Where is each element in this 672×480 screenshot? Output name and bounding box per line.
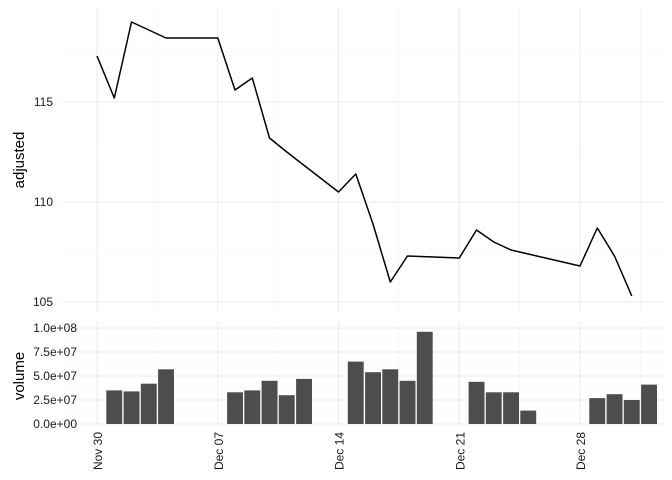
volume-panel: 0.0e+00 2.5e+07 5.0e+07 7.5e+07 1.0e+08 Nov … <box>11 321 664 470</box>
price-grid <box>62 8 664 312</box>
volume-x-tick-label: Dec 14 <box>333 432 347 470</box>
volume-x-tick-label: Dec 07 <box>212 432 226 470</box>
volume-bar <box>123 391 140 424</box>
price-y-tick-label: 105 <box>33 295 53 309</box>
price-y-tick-labels: 105 110 115 <box>33 95 53 309</box>
volume-y-axis-title: volume <box>11 352 28 400</box>
volume-bar <box>296 378 312 424</box>
volume-y-tick-label: 2.5e+07 <box>33 393 77 407</box>
volume-bar <box>485 392 502 424</box>
volume-x-tick-label: Nov 30 <box>91 432 105 470</box>
volume-bar <box>261 380 278 424</box>
volume-bar <box>468 381 485 424</box>
price-y-axis-title: adjusted <box>11 132 28 189</box>
volume-bars <box>106 331 657 424</box>
volume-bar <box>106 390 123 424</box>
volume-bar <box>244 390 261 424</box>
volume-y-tick-label: 0.0e+00 <box>33 417 77 431</box>
volume-y-tick-label: 5.0e+07 <box>33 369 77 383</box>
price-y-tick-label: 115 <box>34 95 53 109</box>
volume-bar <box>641 384 657 424</box>
volume-bar <box>416 331 433 424</box>
volume-bar <box>399 380 416 424</box>
volume-bar <box>365 372 381 424</box>
volume-bar <box>140 383 157 424</box>
volume-x-tick-label: Dec 28 <box>574 432 588 470</box>
price-panel: 105 110 115 adjusted <box>11 8 664 312</box>
volume-bar <box>589 398 606 424</box>
price-y-tick-label: 110 <box>34 195 53 209</box>
volume-bar <box>503 392 519 424</box>
volume-x-tick-label: Dec 21 <box>453 432 467 470</box>
volume-y-tick-label: 7.5e+07 <box>33 345 77 359</box>
volume-y-tick-labels: 0.0e+00 2.5e+07 5.0e+07 7.5e+07 1.0e+08 <box>33 321 77 431</box>
price-line <box>96 21 633 297</box>
volume-bar <box>278 395 295 424</box>
volume-bar <box>347 361 364 424</box>
volume-bar <box>227 392 243 424</box>
volume-bar <box>623 400 640 424</box>
volume-bar <box>158 369 174 424</box>
volume-bar <box>606 394 623 424</box>
volume-bar <box>520 410 537 424</box>
volume-y-tick-label: 1.0e+08 <box>33 321 77 335</box>
volume-bar <box>382 369 399 424</box>
volume-x-tick-labels: Nov 30 Dec 07 Dec 14 Dec 21 Dec 28 <box>91 432 588 470</box>
